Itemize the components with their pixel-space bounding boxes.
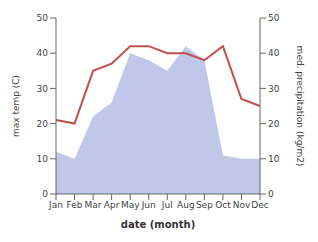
svg-text:Jul: Jul xyxy=(161,200,173,210)
svg-text:May: May xyxy=(121,200,140,210)
svg-text:20: 20 xyxy=(37,119,49,129)
svg-text:40: 40 xyxy=(37,48,49,58)
svg-text:10: 10 xyxy=(268,154,280,164)
svg-text:Oct: Oct xyxy=(215,200,231,210)
svg-text:max temp (C): max temp (C) xyxy=(11,75,21,137)
svg-text:Dec: Dec xyxy=(251,200,268,210)
svg-text:Nov: Nov xyxy=(233,200,251,210)
svg-text:Sep: Sep xyxy=(196,200,213,210)
svg-text:date (month): date (month) xyxy=(121,219,195,230)
svg-text:med. precipitation (kg/m2): med. precipitation (kg/m2) xyxy=(295,46,305,167)
svg-text:0: 0 xyxy=(42,189,48,199)
svg-text:10: 10 xyxy=(37,154,49,164)
svg-text:50: 50 xyxy=(37,13,49,23)
svg-text:Mar: Mar xyxy=(85,200,102,210)
svg-text:Apr: Apr xyxy=(104,200,120,210)
svg-text:50: 50 xyxy=(268,13,280,23)
svg-text:30: 30 xyxy=(37,84,49,94)
svg-text:Jan: Jan xyxy=(48,200,63,210)
svg-text:30: 30 xyxy=(268,84,280,94)
svg-text:20: 20 xyxy=(268,119,280,129)
svg-text:0: 0 xyxy=(268,189,274,199)
svg-text:Jun: Jun xyxy=(141,200,156,210)
svg-text:40: 40 xyxy=(268,48,280,58)
svg-text:Feb: Feb xyxy=(67,200,83,210)
svg-text:Aug: Aug xyxy=(177,200,195,210)
